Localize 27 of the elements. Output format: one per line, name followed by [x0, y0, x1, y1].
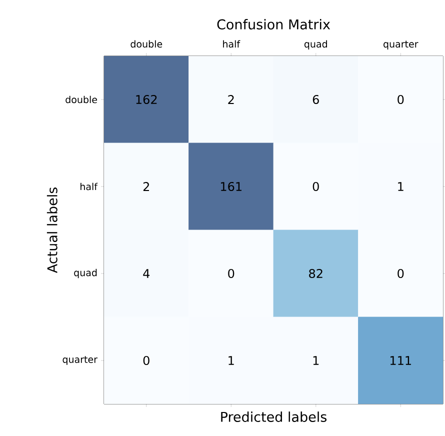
x-tick-label: half: [223, 40, 240, 48]
x-axis-title: Predicted labels: [221, 412, 327, 422]
y-tick-label: double: [66, 96, 97, 104]
data-label: 162: [136, 94, 157, 104]
data-label: 2: [143, 182, 149, 191]
chart-title: Confusion Matrix: [217, 19, 330, 30]
data-label: 4: [143, 269, 150, 278]
data-label: 1: [313, 356, 319, 365]
x-tick-label: double: [130, 40, 162, 48]
y-axis-title: Actual labels: [46, 188, 58, 274]
data-label: 161: [220, 182, 242, 192]
data-label: 0: [398, 268, 404, 278]
data-label: 111: [390, 356, 411, 365]
x-tick-label: quarter: [384, 40, 418, 50]
y-tick-label: quad: [74, 268, 97, 278]
data-label: 1: [228, 356, 234, 365]
data-label: 0: [398, 94, 404, 104]
data-label: 0: [228, 268, 234, 278]
y-tick-label: half: [80, 182, 98, 190]
data-label: 1: [398, 182, 404, 191]
data-label: 0: [143, 356, 150, 366]
data-label: 82: [309, 268, 322, 278]
x-tick-label: quad: [304, 40, 327, 50]
data-label: 0: [312, 182, 319, 192]
y-tick-label: quarter: [62, 356, 98, 365]
data-label: 2: [228, 95, 234, 104]
data-label: 6: [312, 94, 319, 104]
